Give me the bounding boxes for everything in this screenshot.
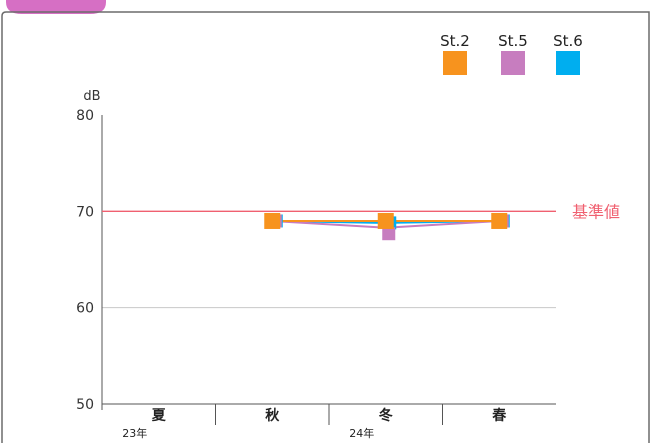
reference-line-label: 基準値 — [572, 202, 620, 221]
data-point — [377, 212, 394, 229]
y-axis-ticks: 50 60 70 80 — [76, 108, 94, 413]
year-label: 24年 — [349, 426, 374, 440]
legend-swatch — [501, 51, 525, 75]
x-tick-label: 秋 — [265, 407, 280, 424]
y-tick-label: 50 — [76, 397, 94, 413]
y-axis-label: dB — [83, 89, 100, 104]
x-axis: 夏 秋 冬 春 23年 24年 — [102, 403, 556, 440]
legend-label: St.2 — [440, 32, 470, 50]
header-tab — [6, 0, 106, 14]
legend-swatch — [443, 51, 467, 75]
data-point — [264, 212, 281, 229]
reference-line-group: 基準値 — [102, 202, 620, 221]
legend-swatch — [556, 51, 580, 75]
legend-label: St.5 — [498, 32, 528, 50]
y-tick-label: 80 — [76, 108, 94, 124]
x-tick-label: 冬 — [379, 407, 393, 424]
legend: St.2 St.5 St.6 — [440, 32, 583, 75]
x-tick-label: 夏 — [152, 407, 167, 424]
grid-lines — [102, 210, 556, 309]
data-point — [491, 212, 508, 229]
y-tick-label: 60 — [76, 301, 94, 317]
legend-label: St.6 — [553, 32, 583, 50]
chart-border — [1, 11, 650, 443]
data-point — [382, 227, 396, 241]
series-group — [264, 212, 510, 241]
y-tick-label: 70 — [76, 204, 94, 220]
x-tick-label: 春 — [491, 407, 507, 424]
year-label: 23年 — [122, 426, 147, 440]
